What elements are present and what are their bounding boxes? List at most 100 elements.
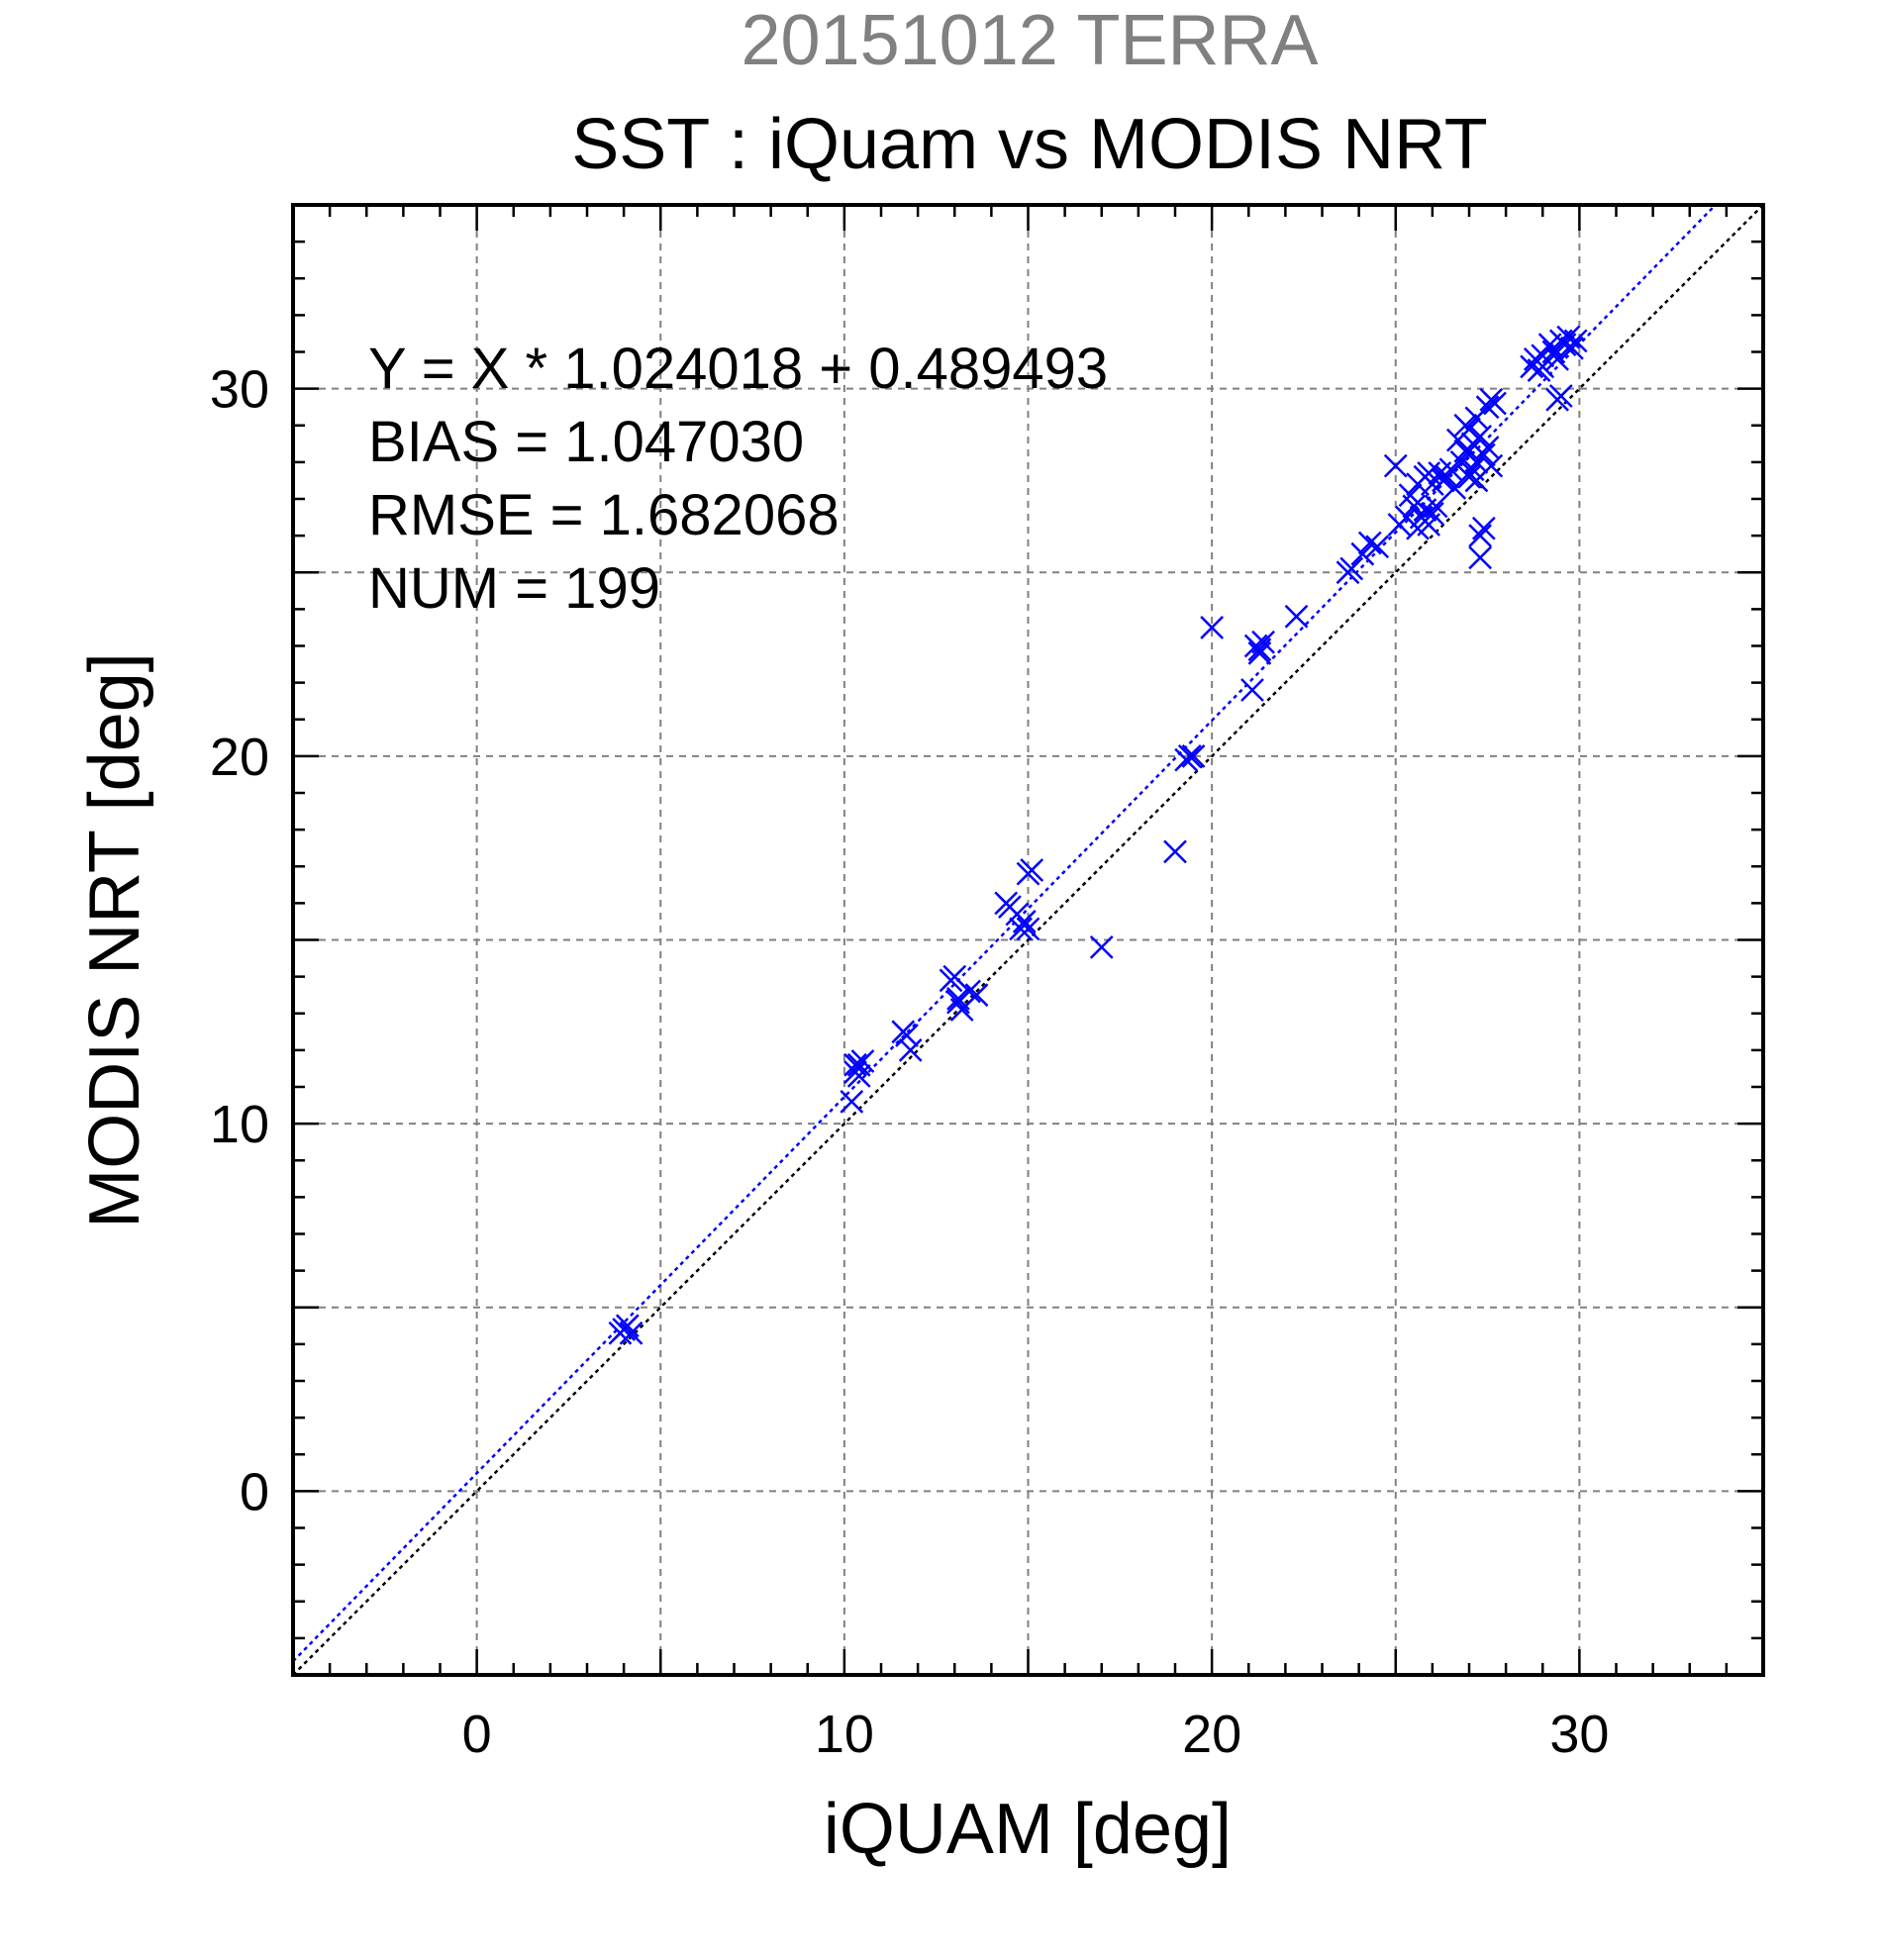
bias-value: BIAS = 1.047030 [368, 410, 804, 474]
data-point-stroke [1483, 391, 1507, 416]
data-point [898, 1037, 923, 1062]
data-point [1464, 449, 1489, 474]
data-point-stroke [1438, 457, 1463, 482]
data-point [1009, 917, 1033, 941]
data-point [1471, 516, 1496, 540]
data-point-stroke [1383, 453, 1408, 478]
data-point [1545, 347, 1569, 371]
data-point-stroke [1420, 501, 1444, 526]
y-axis-label: MODIS NRT [deg] [75, 652, 154, 1228]
data-point-stroke [619, 1321, 644, 1345]
data-point-stroke [1475, 436, 1500, 459]
data-point [946, 987, 970, 1011]
data-point [1339, 556, 1364, 581]
data-point [1357, 531, 1382, 555]
plot-frame [291, 203, 1765, 1677]
data-point-stroke [1357, 531, 1382, 555]
data-point [1560, 336, 1584, 360]
data-point-stroke [964, 983, 989, 1008]
tick-labels: 0 10 20 30 0 10 20 30 [210, 360, 1609, 1764]
data-point-stroke [1350, 541, 1375, 566]
data-point-stroke [850, 1049, 875, 1073]
data-point-stroke [1240, 678, 1264, 702]
data-point-stroke [1020, 858, 1044, 882]
x-tick-label: 20 [1182, 1705, 1241, 1764]
data-point-stroke [1468, 545, 1493, 570]
data-point-stroke [1402, 494, 1427, 519]
y-tick-label: 20 [210, 728, 269, 787]
data-point [1475, 395, 1500, 420]
data-point [1200, 616, 1225, 639]
data-point-stroke [1424, 494, 1448, 519]
x-tick-label: 0 [462, 1705, 492, 1764]
data-point-stroke [1560, 336, 1584, 360]
x-tick-label: 30 [1549, 1705, 1609, 1764]
data-point [1247, 641, 1272, 665]
identity-line [292, 204, 1764, 1676]
data-point-stroke [957, 979, 981, 1004]
num-value: NUM = 199 [368, 556, 660, 621]
data-point-stroke [1247, 637, 1272, 662]
data-point-stroke [946, 987, 970, 1011]
rmse-value: RMSE = 1.682068 [368, 483, 840, 547]
fit-equation: Y = X * 1.024018 + 0.489493 [368, 337, 1108, 401]
data-point [1350, 541, 1375, 566]
data-point [1383, 453, 1408, 478]
data-points [608, 325, 1588, 1345]
data-point-stroke [608, 1321, 633, 1345]
data-point [1284, 604, 1309, 629]
data-point [1457, 464, 1481, 489]
data-point [1531, 354, 1555, 379]
y-tick-label: 0 [240, 1462, 269, 1521]
data-point [1012, 910, 1037, 933]
data-point [1181, 743, 1206, 768]
data-point [964, 983, 989, 1008]
data-point [1420, 501, 1444, 526]
data-point-stroke [1457, 464, 1481, 489]
data-point [895, 1024, 919, 1047]
data-point-stroke [1339, 556, 1364, 581]
chart-subtitle: SST : iQuam vs MODIS NRT [571, 105, 1488, 184]
data-point-stroke [1398, 483, 1423, 508]
data-point [1365, 535, 1390, 559]
data-point [1548, 384, 1573, 408]
data-point-stroke [942, 964, 967, 989]
data-point [1483, 391, 1507, 416]
data-point [619, 1321, 644, 1345]
chart-title: 20151012 TERRA [741, 1, 1318, 80]
data-point [1468, 524, 1493, 548]
data-point [1475, 436, 1500, 459]
data-point-stroke [1009, 917, 1033, 941]
data-point-stroke [1442, 475, 1467, 500]
data-point-stroke [1089, 935, 1114, 959]
data-point [1563, 329, 1588, 353]
data-point-stroke [1460, 457, 1485, 482]
data-point-stroke [1471, 516, 1496, 540]
data-point-stroke [895, 1024, 919, 1047]
y-tick-label: 10 [210, 1095, 269, 1154]
data-point [1177, 743, 1202, 768]
data-point-stroke [1457, 439, 1481, 463]
grid-lines [293, 205, 1763, 1675]
x-tick-label: 10 [815, 1705, 874, 1764]
x-axis-label: iQUAM [deg] [824, 1790, 1232, 1869]
data-point-stroke [1468, 425, 1493, 448]
data-point-stroke [1545, 347, 1569, 371]
data-point-stroke [1479, 453, 1504, 478]
data-point [1424, 494, 1448, 519]
fit-statistics: Y = X * 1.024018 + 0.489493 BIAS = 1.047… [368, 337, 1108, 621]
data-point [840, 1089, 864, 1114]
data-point-stroke [1181, 743, 1206, 768]
data-point [1457, 439, 1481, 463]
data-point [1457, 417, 1481, 441]
data-point [843, 1052, 867, 1077]
data-point-stroke [1247, 641, 1272, 665]
data-point [957, 979, 981, 1004]
data-point [1438, 457, 1463, 482]
data-point [1468, 425, 1493, 448]
data-point-stroke [1200, 616, 1225, 639]
data-point-stroke [1464, 449, 1489, 474]
y-tick-label: 30 [210, 360, 269, 420]
data-point-stroke [1457, 417, 1481, 441]
